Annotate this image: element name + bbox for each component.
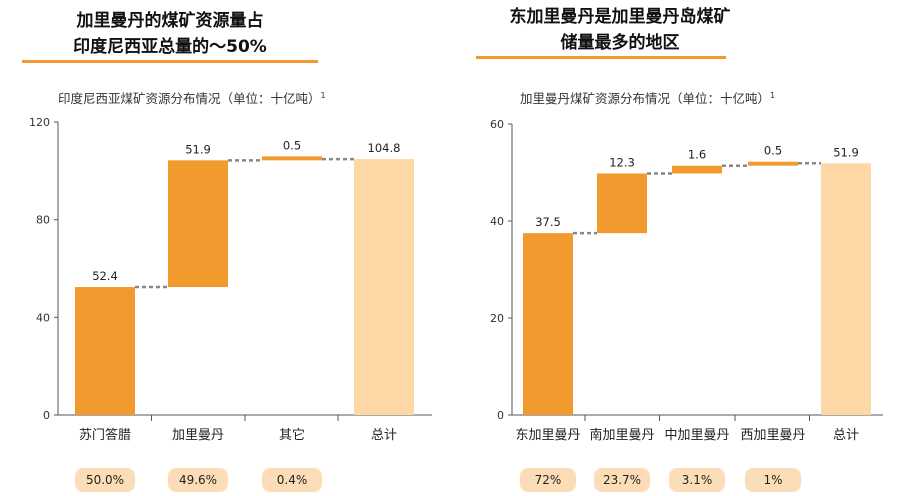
value-label: 52.4 [92, 269, 118, 283]
percentage-badge: 23.7% [594, 468, 650, 492]
category-label: 南加里曼丹 [589, 427, 654, 443]
category-label: 东加里曼丹 [515, 428, 580, 443]
percentage-badge: 49.6% [168, 468, 228, 492]
category-label: 苏门答腊 [79, 427, 131, 443]
category-label: 中加里曼丹 [664, 428, 729, 443]
percentage-badge: 50.0% [75, 468, 135, 492]
value-label: 0.5 [283, 138, 301, 152]
category-label: 总计 [371, 428, 397, 443]
left-footnote-mark: 1 [320, 90, 326, 100]
left-panel-title: 加里曼丹的煤矿资源量占 印度尼西亚总量的～50% [73, 11, 267, 57]
percentage-badge: 3.1% [669, 468, 725, 492]
bar-总计 [354, 159, 414, 415]
percentage-badge: 1% [745, 468, 801, 492]
y-tick-label: 20 [490, 312, 504, 325]
left-subtitle-text: 印度尼西亚煤矿资源分布情况（单位：十亿吨） [58, 91, 321, 106]
value-label: 37.5 [535, 215, 561, 229]
value-label: 51.9 [185, 142, 211, 156]
category-label: 西加里曼丹 [740, 428, 805, 443]
y-tick-label: 60 [490, 118, 504, 131]
category-label: 其它 [279, 427, 305, 443]
bar-西加里曼丹 [748, 161, 798, 166]
value-label: 0.5 [764, 144, 782, 158]
bar-加里曼丹 [168, 160, 228, 288]
right-panel-title: 东加里曼丹是加里曼丹岛煤矿 储量最多的地区 [509, 7, 731, 53]
bar-苏门答腊 [75, 287, 135, 415]
left-chart-subtitle: 印度尼西亚煤矿资源分布情况（单位：十亿吨）1 [58, 88, 326, 107]
bar-总计 [821, 163, 871, 415]
bar-中加里曼丹 [672, 165, 722, 174]
right-title-rule [476, 56, 726, 59]
value-label: 104.8 [368, 141, 401, 155]
y-tick-label: 0 [43, 409, 50, 422]
percentage-badge: 72% [520, 468, 576, 492]
right-footnote-mark: 1 [770, 90, 776, 100]
category-label: 总计 [833, 428, 859, 443]
value-label: 1.6 [688, 148, 706, 162]
right-subtitle-text: 加里曼丹煤矿资源分布情况（单位：十亿吨） [520, 91, 771, 106]
bar-南加里曼丹 [597, 173, 647, 234]
category-label: 加里曼丹 [172, 428, 224, 443]
value-label: 12.3 [609, 155, 635, 169]
percentage-badge: 0.4% [262, 468, 322, 492]
bar-其它 [262, 156, 322, 161]
bar-东加里曼丹 [523, 233, 573, 415]
right-chart-subtitle: 加里曼丹煤矿资源分布情况（单位：十亿吨）1 [520, 88, 775, 107]
y-tick-label: 120 [29, 116, 50, 129]
y-tick-label: 40 [36, 311, 50, 324]
y-tick-label: 0 [497, 409, 504, 422]
value-label: 51.9 [833, 145, 859, 159]
y-tick-label: 40 [490, 215, 504, 228]
y-tick-label: 80 [36, 214, 50, 227]
left-title-rule [22, 60, 318, 63]
